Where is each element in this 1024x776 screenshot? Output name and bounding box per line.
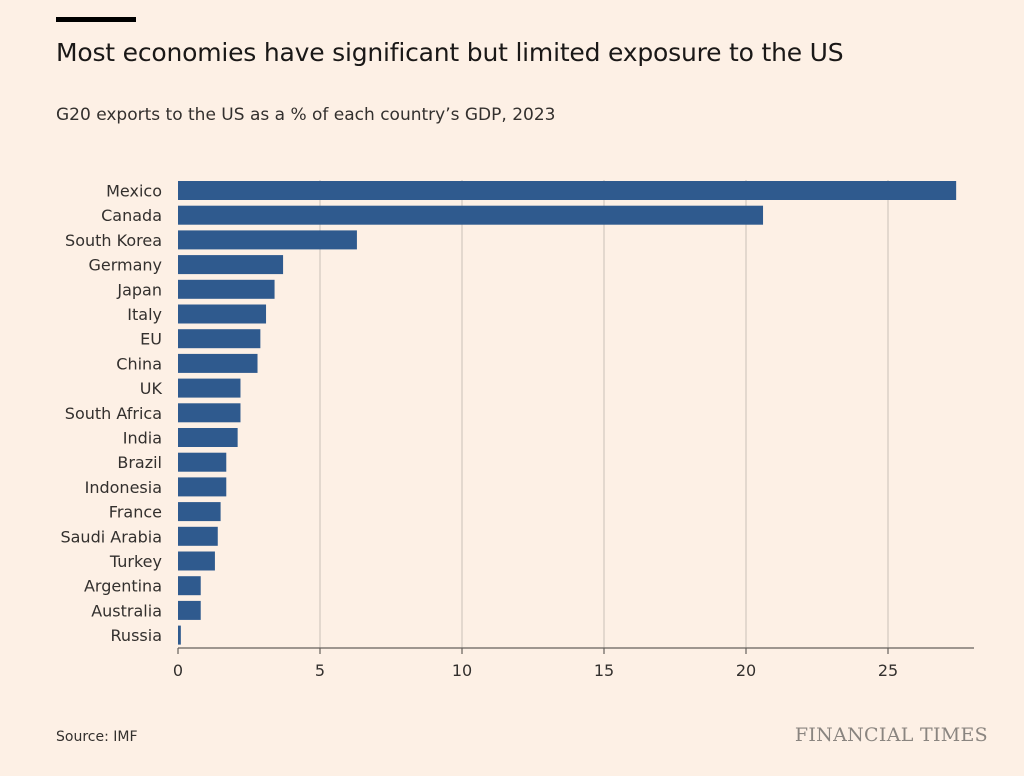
bar-italy: [178, 304, 267, 324]
category-label-russia: Russia: [111, 626, 162, 645]
chart-title: Most economies have significant but limi…: [56, 38, 844, 67]
category-label-australia: Australia: [91, 601, 162, 620]
x-tick-label-25: 25: [878, 661, 898, 680]
bar-germany: [178, 255, 284, 275]
bar-argentina: [178, 576, 201, 596]
x-tick-label-10: 10: [452, 661, 472, 680]
category-label-south-korea: South Korea: [65, 231, 162, 250]
category-label-germany: Germany: [88, 256, 162, 275]
bar-canada: [178, 205, 764, 225]
bar-australia: [178, 600, 201, 620]
x-tick-label-0: 0: [173, 661, 183, 680]
category-label-indonesia: Indonesia: [85, 478, 162, 497]
title-rule: [56, 17, 136, 22]
bar-russia: [178, 625, 181, 645]
chart-subtitle: G20 exports to the US as a % of each cou…: [56, 105, 556, 125]
category-label-uk: UK: [140, 379, 163, 398]
category-label-eu: EU: [140, 330, 162, 349]
x-tick-label-15: 15: [594, 661, 614, 680]
category-label-canada: Canada: [101, 206, 162, 225]
category-label-saudi-arabia: Saudi Arabia: [60, 527, 162, 546]
bar-india: [178, 428, 238, 447]
source-note: Source: IMF: [56, 729, 138, 745]
category-label-south-africa: South Africa: [65, 404, 162, 423]
bar-south-africa: [178, 403, 241, 423]
bar-japan: [178, 279, 275, 299]
bar-france: [178, 502, 221, 522]
category-label-mexico: Mexico: [106, 182, 162, 201]
x-tick-label-20: 20: [736, 661, 756, 680]
bar-china: [178, 353, 258, 373]
category-label-turkey: Turkey: [109, 552, 162, 571]
category-label-italy: Italy: [127, 305, 162, 324]
bar-turkey: [178, 551, 215, 571]
bar-brazil: [178, 452, 227, 472]
bar-indonesia: [178, 477, 227, 497]
bar-mexico: [178, 181, 957, 200]
category-label-china: China: [116, 354, 162, 373]
bar-uk: [178, 378, 241, 398]
category-label-brazil: Brazil: [117, 453, 162, 472]
category-label-france: France: [109, 503, 162, 522]
bar-eu: [178, 329, 261, 349]
bar-south-korea: [178, 230, 357, 250]
category-label-japan: Japan: [116, 280, 162, 299]
category-label-india: India: [123, 429, 162, 448]
category-label-argentina: Argentina: [84, 577, 162, 596]
bar-saudi-arabia: [178, 526, 218, 546]
x-tick-label-5: 5: [315, 661, 325, 680]
ft-logo: FINANCIAL TIMES: [794, 724, 988, 746]
